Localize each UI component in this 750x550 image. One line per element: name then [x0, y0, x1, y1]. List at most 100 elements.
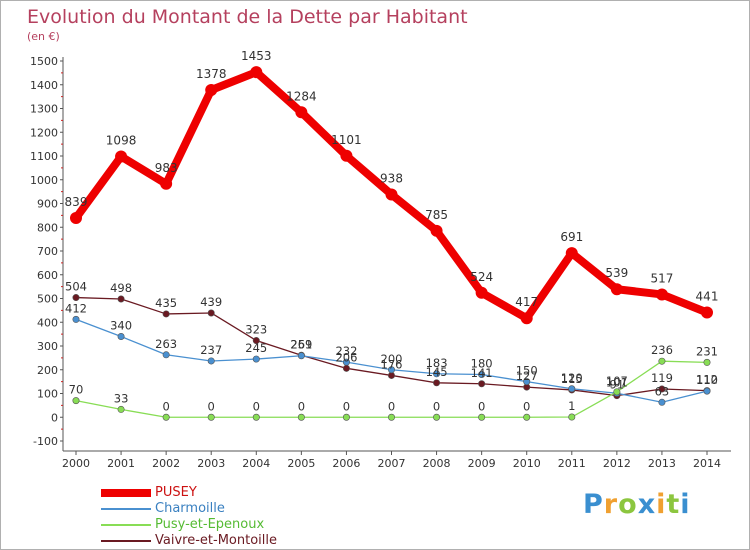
data-label: 0: [298, 399, 305, 413]
data-label: 412: [65, 301, 87, 315]
y-tick-label: 200: [37, 364, 58, 377]
data-label: 417: [515, 295, 538, 309]
data-label: 539: [605, 266, 628, 280]
data-point: [342, 364, 350, 372]
data-label: 691: [560, 230, 583, 244]
data-label: 517: [650, 271, 673, 285]
data-label: 498: [110, 281, 132, 295]
data-point: [115, 150, 128, 163]
data-label: 70: [69, 383, 84, 397]
data-label: 1378: [196, 67, 227, 81]
data-point: [160, 177, 173, 190]
data-point: [250, 66, 263, 79]
data-point: [72, 397, 80, 405]
data-point: [207, 357, 215, 365]
data-point: [252, 337, 260, 345]
data-point: [478, 370, 486, 378]
data-label: 183: [426, 356, 448, 370]
y-tick-label: 1300: [30, 103, 58, 116]
data-point: [703, 358, 711, 366]
data-point: [655, 288, 668, 301]
data-label: 1101: [331, 133, 362, 147]
y-tick-label: 600: [37, 269, 58, 282]
data-point: [295, 106, 308, 119]
y-tick-label: 1100: [30, 150, 58, 163]
x-tick-label: 2012: [603, 457, 631, 470]
y-tick-label: 1000: [30, 174, 58, 187]
data-point: [252, 413, 260, 421]
data-point: [478, 413, 486, 421]
x-tick-label: 2011: [558, 457, 586, 470]
data-label: 110: [696, 373, 718, 387]
data-label: 259: [290, 338, 312, 352]
data-label: 524: [470, 270, 493, 284]
legend-label: Vaivre-et-Montoille: [155, 533, 277, 548]
data-label: 785: [425, 208, 448, 222]
data-label: 237: [200, 343, 222, 357]
data-label: 232: [335, 344, 357, 358]
x-tick-label: 2010: [513, 457, 541, 470]
data-point: [520, 312, 533, 325]
data-label: 504: [65, 280, 87, 294]
data-label: 0: [433, 399, 440, 413]
data-point: [703, 387, 711, 395]
legend-swatch: [101, 540, 151, 542]
legend-label: PUSEY: [155, 485, 197, 500]
data-point: [658, 398, 666, 406]
data-label: 200: [381, 352, 403, 366]
x-tick-label: 2013: [648, 457, 676, 470]
data-label: 115: [561, 372, 583, 386]
data-point: [613, 388, 621, 396]
data-label: 0: [162, 399, 169, 413]
data-label: 439: [200, 295, 222, 309]
data-label: 1284: [286, 89, 317, 103]
data-label: 101: [606, 375, 628, 389]
data-label: 63: [655, 384, 670, 398]
proxiti-logo: Proxiti: [583, 489, 691, 520]
data-label: 150: [516, 364, 538, 378]
data-point: [340, 149, 353, 162]
data-label: 441: [696, 290, 719, 304]
data-point: [433, 413, 441, 421]
legend-label: Pusy-et-Epenoux: [155, 517, 265, 532]
y-tick-label: 500: [37, 293, 58, 306]
data-point: [342, 358, 350, 366]
data-point: [207, 309, 215, 317]
x-tick-label: 2003: [197, 457, 225, 470]
legend-swatch: [101, 489, 151, 497]
data-label: 0: [478, 399, 485, 413]
data-point: [162, 351, 170, 359]
x-tick-label: 2009: [468, 457, 496, 470]
data-label: 1098: [106, 133, 137, 147]
data-label: 145: [426, 365, 448, 379]
data-point: [433, 379, 441, 387]
data-point: [385, 188, 398, 201]
data-point: [117, 295, 125, 303]
chart-title: Evolution du Montant de la Dette par Hab…: [27, 6, 468, 28]
y-tick-label: -100: [33, 435, 58, 448]
x-tick-label: 2008: [423, 457, 451, 470]
data-label: 435: [155, 296, 177, 310]
data-label: 245: [245, 341, 267, 355]
data-label: 120: [561, 371, 583, 385]
data-point: [70, 211, 82, 224]
data-point: [610, 283, 623, 296]
data-point: [701, 306, 713, 319]
legend-swatch: [101, 508, 151, 510]
x-tick-label: 2014: [693, 457, 721, 470]
data-label: 0: [208, 399, 215, 413]
x-tick-label: 2002: [152, 457, 180, 470]
y-tick-label: 1400: [30, 79, 58, 92]
data-point: [523, 413, 531, 421]
data-label: 0: [253, 399, 260, 413]
y-tick-label: 1500: [30, 55, 58, 68]
data-point: [162, 310, 170, 318]
data-point: [387, 366, 395, 374]
y-tick-label: 1200: [30, 126, 58, 139]
data-point: [162, 413, 170, 421]
data-label: 0: [523, 399, 530, 413]
data-point: [205, 83, 218, 96]
data-label: 176: [381, 357, 403, 371]
